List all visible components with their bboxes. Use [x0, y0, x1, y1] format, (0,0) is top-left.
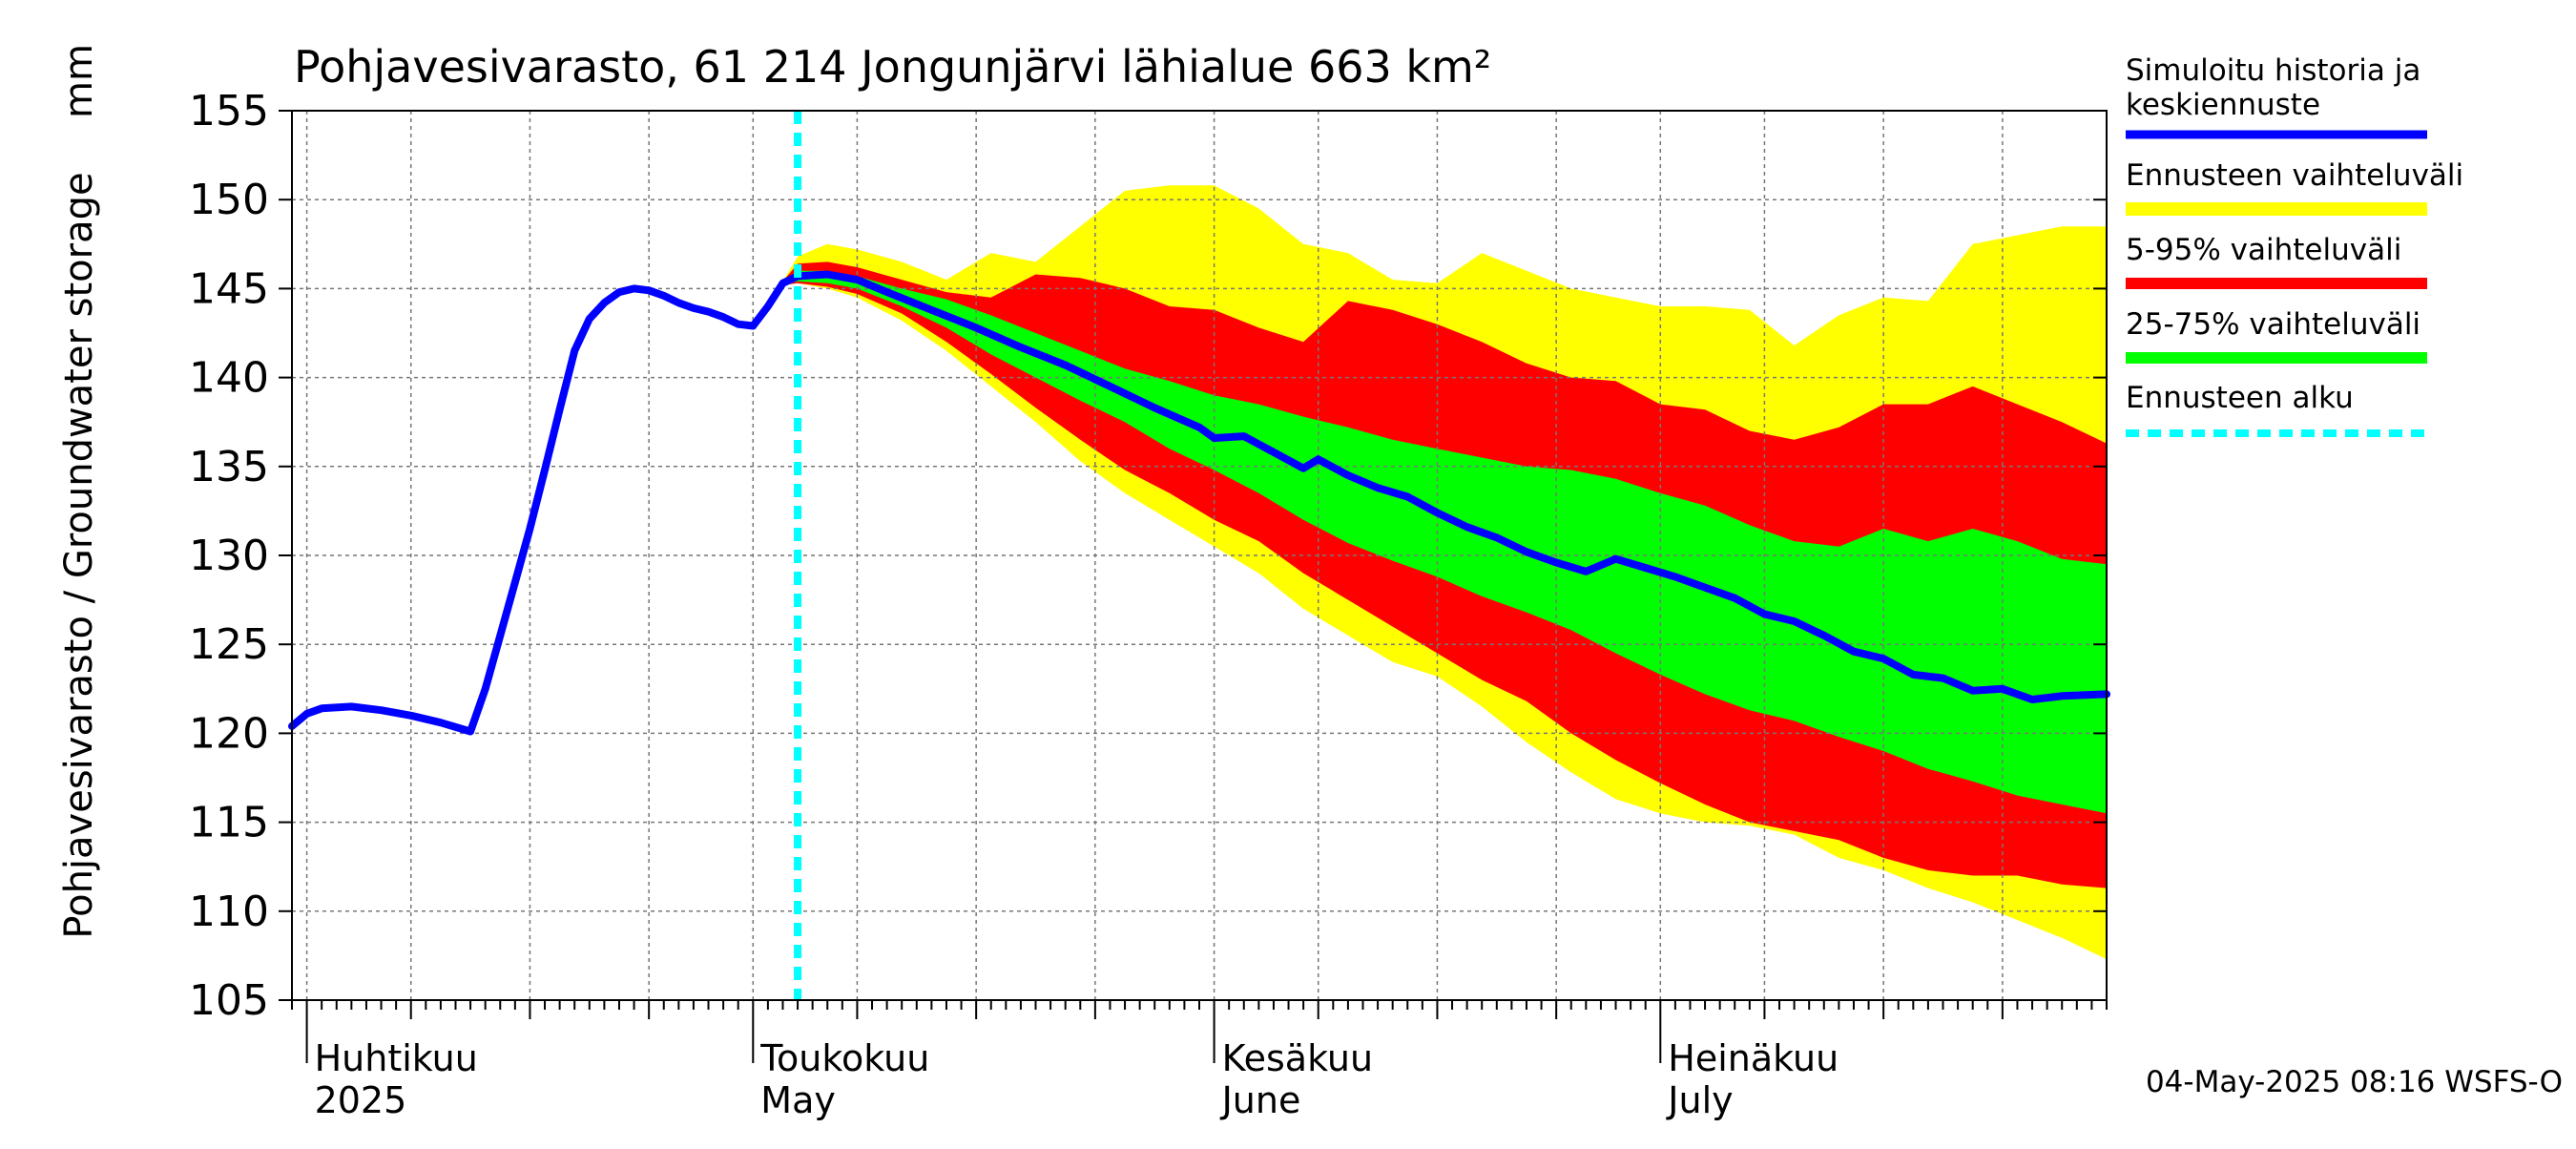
band-3 — [782, 270, 2107, 814]
x-month-label-2: Kesäkuu — [1222, 1037, 1374, 1079]
x-month-sublabel-3: July — [1666, 1079, 1733, 1121]
legend-label-4: 25-75% vaihteluväli — [2126, 307, 2420, 342]
legend-label-5: Ennusteen alku — [2126, 381, 2354, 415]
footer-timestamp: 04-May-2025 08:16 WSFS-O — [2146, 1065, 2563, 1099]
y-tick-label-8: 145 — [189, 264, 269, 313]
y-tick-label-0: 105 — [189, 976, 269, 1025]
y-axis-unit: mm — [57, 44, 101, 118]
y-tick-label-9: 150 — [189, 176, 269, 224]
x-month-label-1: Toukokuu — [759, 1037, 929, 1079]
legend-label-2: Ennusteen vaihteluväli — [2126, 158, 2463, 193]
legend-label-1: Simuloitu historia ja keskiennuste — [2126, 53, 2420, 122]
y-tick-label-3: 120 — [189, 709, 269, 758]
y-axis-title: Pohjavesivarasto / Groundwater storage — [57, 172, 101, 938]
plot-area — [288, 110, 2110, 1001]
legend: Simuloitu historia ja keskiennuste Ennuste… — [2126, 53, 2463, 437]
y-tick-label-2: 115 — [189, 799, 269, 847]
y-tick-label-10: 155 — [189, 87, 269, 136]
y-tick-label-6: 135 — [189, 443, 269, 491]
y-tick-label-4: 125 — [189, 620, 269, 669]
axes: 105 110 115 120 125 130 135 140 145 150 155 Huhtiku… — [189, 87, 2108, 1121]
x-month-sublabel-1: May — [760, 1079, 836, 1121]
y-tick-label-1: 110 — [189, 888, 269, 936]
x-month-sublabel-2: June — [1220, 1079, 1301, 1121]
chart-title: Pohjavesivarasto, 61 214 Jongunjärvi läh… — [294, 41, 1491, 93]
y-tick-label-7: 140 — [189, 354, 269, 403]
y-tick-label-5: 130 — [189, 532, 269, 580]
x-month-sublabel-0: 2025 — [315, 1079, 407, 1121]
x-month-label-0: Huhtikuu — [315, 1037, 478, 1079]
legend-label-3: 5-95% vaihteluväli — [2126, 233, 2401, 267]
series-line-main — [288, 270, 2110, 736]
x-month-label-3: Heinäkuu — [1668, 1037, 1839, 1079]
